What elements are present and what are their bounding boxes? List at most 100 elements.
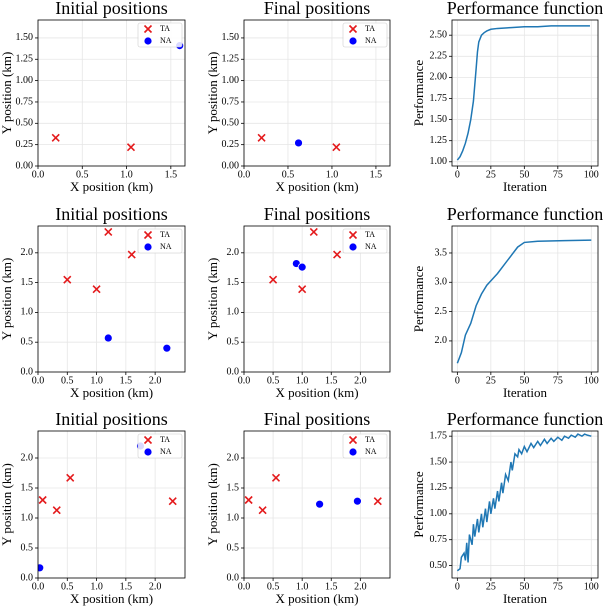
marker-x bbox=[143, 24, 153, 34]
line bbox=[456, 25, 590, 161]
x-tick-label: 2.0 bbox=[149, 375, 162, 386]
y-tick-label: 2.0 bbox=[21, 452, 34, 463]
y-tick-label: 0.75 bbox=[222, 96, 240, 107]
y-tick-label: 0.0 bbox=[227, 366, 240, 377]
x-axis-label: X position (km) bbox=[275, 179, 358, 194]
chart-title: Final positions bbox=[264, 0, 371, 18]
legend-label: TA bbox=[160, 230, 170, 239]
axes-frame bbox=[37, 430, 186, 579]
x-tick-label: 1.5 bbox=[120, 375, 133, 386]
y-tick-label: 0.50 bbox=[222, 118, 240, 129]
marker-x bbox=[258, 506, 267, 515]
y-axis-label: Performance bbox=[411, 471, 426, 538]
plot-area bbox=[269, 227, 342, 294]
panel: 0 25 50 75 1000.500.751.001.251.501.75Perfor… bbox=[411, 409, 603, 606]
x-tick-label: 1.0 bbox=[90, 581, 103, 592]
y-tick-label: 3.5 bbox=[435, 247, 448, 258]
y-tick-label: 1.0 bbox=[21, 307, 34, 318]
axes-frame bbox=[451, 430, 599, 579]
panel: 0.0 0.5 1.0 1.5 2.0 0.0 0.5 1.0 1.5 2.0 Initial po… bbox=[0, 409, 186, 606]
x-tick-label: 50 bbox=[519, 581, 529, 592]
marker-x bbox=[257, 133, 266, 142]
legend-label: TA bbox=[365, 24, 375, 33]
axes-frame bbox=[451, 19, 599, 167]
marker-circle bbox=[143, 447, 153, 457]
x-axis-label: X position (km) bbox=[70, 385, 153, 400]
legend-label: NA bbox=[160, 36, 172, 45]
legend-label: TA bbox=[365, 230, 375, 239]
y-tick-label: 1.00 bbox=[16, 75, 34, 86]
line bbox=[456, 239, 592, 364]
x-tick-label: 1.0 bbox=[296, 375, 309, 386]
x-tick-label: 0.0 bbox=[238, 169, 251, 180]
legend: TA NA bbox=[342, 228, 388, 254]
marker-circle bbox=[103, 333, 113, 343]
x-tick-label: 25 bbox=[486, 581, 496, 592]
x-axis-label: X position (km) bbox=[275, 385, 358, 400]
x-axis-label: X position (km) bbox=[70, 591, 153, 606]
marker-x bbox=[51, 133, 60, 142]
y-tick-label: 2.5 bbox=[435, 306, 448, 317]
y-tick-label: 1.50 bbox=[16, 32, 34, 43]
y-tick-label: 1.5 bbox=[227, 482, 240, 493]
x-tick-label: 75 bbox=[553, 375, 563, 386]
marker-circle bbox=[143, 36, 153, 46]
x-tick-label: 75 bbox=[553, 581, 563, 592]
marker-x bbox=[143, 230, 153, 240]
marker-x bbox=[298, 285, 307, 294]
y-tick-label: 0.50 bbox=[430, 560, 448, 571]
x-tick-label: 0.0 bbox=[238, 581, 251, 592]
y-tick-label: 0.50 bbox=[16, 118, 34, 129]
y-tick-label: 0.00 bbox=[16, 160, 34, 171]
x-tick-label: 0.0 bbox=[32, 375, 45, 386]
marker-x bbox=[168, 497, 177, 506]
x-tick-label: 1.0 bbox=[326, 169, 339, 180]
x-tick-label: 100 bbox=[584, 581, 599, 592]
x-tick-label: 100 bbox=[584, 169, 599, 180]
legend-label: NA bbox=[365, 447, 377, 456]
y-tick-label: 0.0 bbox=[21, 366, 34, 377]
chart-title: Performance function bbox=[447, 409, 603, 429]
y-tick-label: 1.5 bbox=[227, 277, 240, 288]
axes-frame bbox=[37, 225, 186, 373]
chart-title: Initial positions bbox=[55, 409, 168, 429]
x-tick-label: 0.5 bbox=[282, 169, 295, 180]
x-tick-label: 1.0 bbox=[296, 581, 309, 592]
y-tick-label: 1.25 bbox=[222, 54, 240, 65]
y-tick-label: 1.75 bbox=[430, 430, 448, 441]
y-tick-label: 0.25 bbox=[222, 139, 240, 150]
y-tick-label: 2.25 bbox=[430, 51, 448, 62]
legend-label: NA bbox=[160, 242, 172, 251]
axes-frame bbox=[451, 225, 599, 373]
y-tick-label: 1.5 bbox=[21, 482, 34, 493]
legend: TA NA bbox=[342, 22, 388, 48]
marker-x bbox=[127, 250, 136, 259]
axes-frame bbox=[243, 225, 391, 373]
x-tick-label: 1.5 bbox=[325, 581, 338, 592]
y-tick-label: 2.0 bbox=[21, 247, 34, 258]
marker-x bbox=[348, 230, 358, 240]
y-axis-label: Y position (km) bbox=[0, 258, 14, 341]
legend-label: TA bbox=[160, 24, 170, 33]
marker-x bbox=[104, 227, 113, 237]
y-tick-label: 1.00 bbox=[222, 75, 240, 86]
marker-circle bbox=[143, 242, 153, 252]
x-tick-label: 2.0 bbox=[149, 581, 162, 592]
x-axis-label: Iteration bbox=[503, 591, 548, 606]
y-tick-label: 1.50 bbox=[430, 114, 448, 125]
x-tick-label: 25 bbox=[486, 375, 496, 386]
chart-title: Final positions bbox=[264, 204, 371, 224]
chart-title: Initial positions bbox=[55, 0, 168, 18]
x-tick-label: 0.0 bbox=[32, 581, 45, 592]
marker-circle bbox=[315, 499, 325, 509]
x-tick-label: 0 bbox=[455, 581, 460, 592]
y-tick-label: 0.75 bbox=[430, 534, 448, 545]
y-tick-label: 1.00 bbox=[430, 156, 448, 167]
panel: 0 25 50 75 100 2.0 2.5 3.0 3.5 Performance functi… bbox=[411, 204, 603, 400]
y-tick-label: 2.0 bbox=[227, 452, 240, 463]
marker-x bbox=[333, 250, 342, 259]
chart-title: Initial positions bbox=[55, 204, 168, 224]
x-tick-label: 2.0 bbox=[354, 581, 367, 592]
panel: 0.0 0.5 1.0 1.5 0.00 0.25 0.50 0.75 1.00 1.25 1.50… bbox=[205, 0, 391, 194]
